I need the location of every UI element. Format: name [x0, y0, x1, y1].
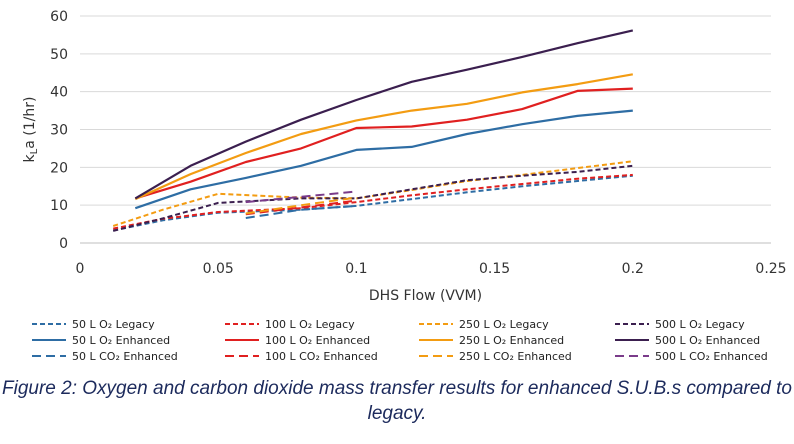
series-line-6 [134, 87, 633, 200]
legend-label: 500 L O₂ Legacy [655, 318, 745, 331]
caption-line-2: legacy. [367, 403, 427, 424]
series-line-7 [134, 73, 633, 201]
y-axis-title: kLa (1/hr) [22, 97, 40, 163]
legend-label: 50 L CO₂ Enhanced [72, 350, 178, 363]
legend-label: 50 L O₂ Legacy [72, 318, 155, 331]
y-tick-label: 30 [50, 123, 68, 139]
x-tick-label: 0.1 [345, 261, 367, 277]
legend-label: 100 L CO₂ Enhanced [265, 350, 378, 363]
legend-label: 100 L O₂ Legacy [265, 318, 355, 331]
series-line-5 [134, 109, 633, 210]
y-tick-label: 10 [50, 198, 68, 214]
caption-line-1: Figure 2: Oxygen and carbon dioxide mass… [2, 378, 792, 399]
series-lines [112, 29, 634, 232]
series-line-2 [113, 173, 633, 230]
x-tick-label: 0 [76, 261, 85, 277]
series-line-3 [112, 160, 633, 227]
gridlines [80, 15, 771, 206]
series-line-1 [112, 174, 633, 232]
y-axis-title-main: k [22, 153, 38, 162]
series-line-12 [245, 190, 357, 204]
legend-label: 50 L O₂ Enhanced [72, 334, 170, 347]
y-tick-label: 40 [50, 85, 68, 101]
x-tick-label: 0.2 [622, 261, 644, 277]
x-axis-ticks: 0 0.05 0.1 0.15 0.2 0.25 [76, 261, 787, 277]
series-line-11 [245, 196, 357, 215]
series-line-10 [245, 199, 357, 216]
legend-label: 250 L CO₂ Enhanced [459, 350, 572, 363]
x-axis-title: DHS Flow (VVM) [369, 288, 482, 304]
y-tick-label: 60 [50, 9, 68, 25]
series-line-8 [134, 29, 634, 200]
series-line-4 [112, 164, 633, 232]
legend: 50 L O₂ Legacy 100 L O₂ Legacy 250 L O₂ Le… [32, 318, 768, 363]
chart: 0 10 20 30 40 50 60 0 0.05 0.1 0.15 0.2 0.25 DHS Fl… [22, 9, 787, 363]
x-tick-label: 0.15 [479, 261, 510, 277]
series-line-9 [245, 204, 357, 219]
figure-caption: Figure 2: Oxygen and carbon dioxide mass… [0, 376, 794, 426]
x-tick-label: 0.25 [755, 261, 786, 277]
legend-label: 250 L O₂ Enhanced [459, 334, 564, 347]
legend-label: 500 L O₂ Enhanced [655, 334, 760, 347]
legend-label: 500 L CO₂ Enhanced [655, 350, 768, 363]
y-axis-ticks: 0 10 20 30 40 50 60 [50, 9, 68, 252]
y-tick-label: 50 [50, 47, 68, 63]
y-axis-title-sub: L [29, 148, 40, 154]
y-tick-label: 0 [59, 236, 68, 252]
legend-label: 250 L O₂ Legacy [459, 318, 549, 331]
y-axis-title-rest: a (1/hr) [22, 97, 38, 149]
y-tick-label: 20 [50, 160, 68, 176]
legend-label: 100 L O₂ Enhanced [265, 334, 370, 347]
x-tick-label: 0.05 [203, 261, 234, 277]
